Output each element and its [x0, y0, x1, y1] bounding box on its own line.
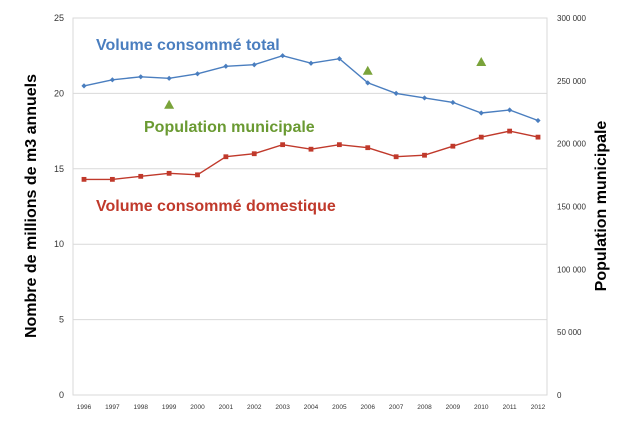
y-tick-label-left: 25 — [54, 13, 64, 23]
x-tick-label: 2001 — [219, 404, 234, 411]
annotation-volume-total: Volume consommé total — [96, 37, 280, 54]
data-point — [81, 83, 87, 89]
data-point — [421, 95, 428, 101]
data-point — [450, 99, 456, 106]
plot-area — [72, 17, 548, 396]
data-point — [478, 134, 484, 140]
annotation-volume-domestique: Volume consommé domestique — [96, 198, 336, 215]
data-point — [362, 65, 373, 75]
y-tick-label-right: 150 000 — [557, 203, 586, 212]
data-point — [109, 77, 115, 83]
y-axis-title-left: Nombre de millions de m3 annuels — [23, 74, 40, 338]
x-tick-label: 1996 — [77, 404, 92, 411]
x-tick-label: 2000 — [190, 404, 205, 411]
data-point — [535, 117, 541, 124]
y-tick-label-right: 100 000 — [557, 265, 586, 274]
data-point — [251, 62, 257, 68]
y-tick-label-right: 50 000 — [557, 328, 582, 337]
data-point — [194, 71, 201, 77]
data-point — [308, 60, 314, 66]
y-tick-label-right: 300 000 — [557, 14, 586, 23]
data-point — [195, 172, 200, 178]
data-point — [138, 173, 144, 179]
data-point — [450, 143, 456, 149]
data-point — [280, 142, 286, 148]
y-tick-label-right: 200 000 — [557, 140, 586, 149]
x-tick-label: 2012 — [531, 404, 546, 411]
data-point — [166, 170, 172, 176]
y-tick-label-right: 0 — [557, 391, 562, 400]
data-point — [365, 145, 371, 151]
y-tick-label-left: 15 — [54, 164, 64, 174]
data-point — [336, 56, 342, 62]
data-point — [164, 99, 175, 109]
data-point — [535, 134, 541, 140]
data-point — [507, 128, 513, 134]
y-tick-label-right: 250 000 — [557, 77, 586, 86]
x-tick-label: 2004 — [304, 404, 319, 411]
series — [81, 53, 541, 182]
x-tick-label: 1997 — [105, 404, 120, 411]
labels: Nombre de millions de m3 annuels Populat… — [23, 37, 610, 338]
data-point — [393, 154, 399, 160]
x-tick-label: 2002 — [247, 404, 262, 411]
gridlines — [73, 17, 547, 321]
x-tick-label: 1999 — [162, 404, 177, 411]
y-tick-label-left: 0 — [59, 390, 64, 400]
data-point — [280, 53, 286, 59]
x-tick-label: 1998 — [134, 404, 149, 411]
axes: 0 5 10 15 20 25 0 50 000 100 000 150 000 200 000 25… — [54, 13, 586, 411]
x-tick-label: 2011 — [503, 404, 517, 411]
x-tick-label: 2006 — [361, 404, 376, 411]
data-point — [365, 80, 371, 86]
data-point — [478, 110, 484, 116]
data-point — [109, 176, 115, 182]
y-tick-label-left: 10 — [54, 239, 64, 249]
data-point — [223, 154, 229, 160]
data-point — [476, 56, 487, 66]
data-point — [81, 176, 87, 182]
data-point — [507, 107, 513, 113]
data-point — [393, 90, 399, 96]
data-point — [308, 146, 314, 152]
x-tick-label: 2007 — [389, 404, 404, 411]
x-tick-label: 2009 — [446, 404, 461, 411]
data-point — [223, 63, 229, 69]
x-tick-label: 2008 — [417, 404, 432, 411]
y-tick-label-left: 5 — [59, 315, 64, 325]
y-axis-title-right: Population municipale — [593, 121, 610, 292]
series-1 — [81, 53, 541, 124]
x-tick-label: 2003 — [275, 404, 290, 411]
series-2 — [81, 128, 541, 182]
data-point — [138, 74, 144, 80]
data-point — [336, 142, 342, 148]
x-tick-label: 2005 — [332, 404, 347, 411]
data-point — [166, 75, 172, 81]
series-3 — [164, 56, 487, 109]
data-point — [251, 151, 257, 157]
annotation-population: Population municipale — [144, 119, 315, 136]
data-point — [422, 152, 427, 158]
y-tick-label-left: 20 — [54, 88, 64, 98]
x-tick-label: 2010 — [474, 404, 489, 411]
